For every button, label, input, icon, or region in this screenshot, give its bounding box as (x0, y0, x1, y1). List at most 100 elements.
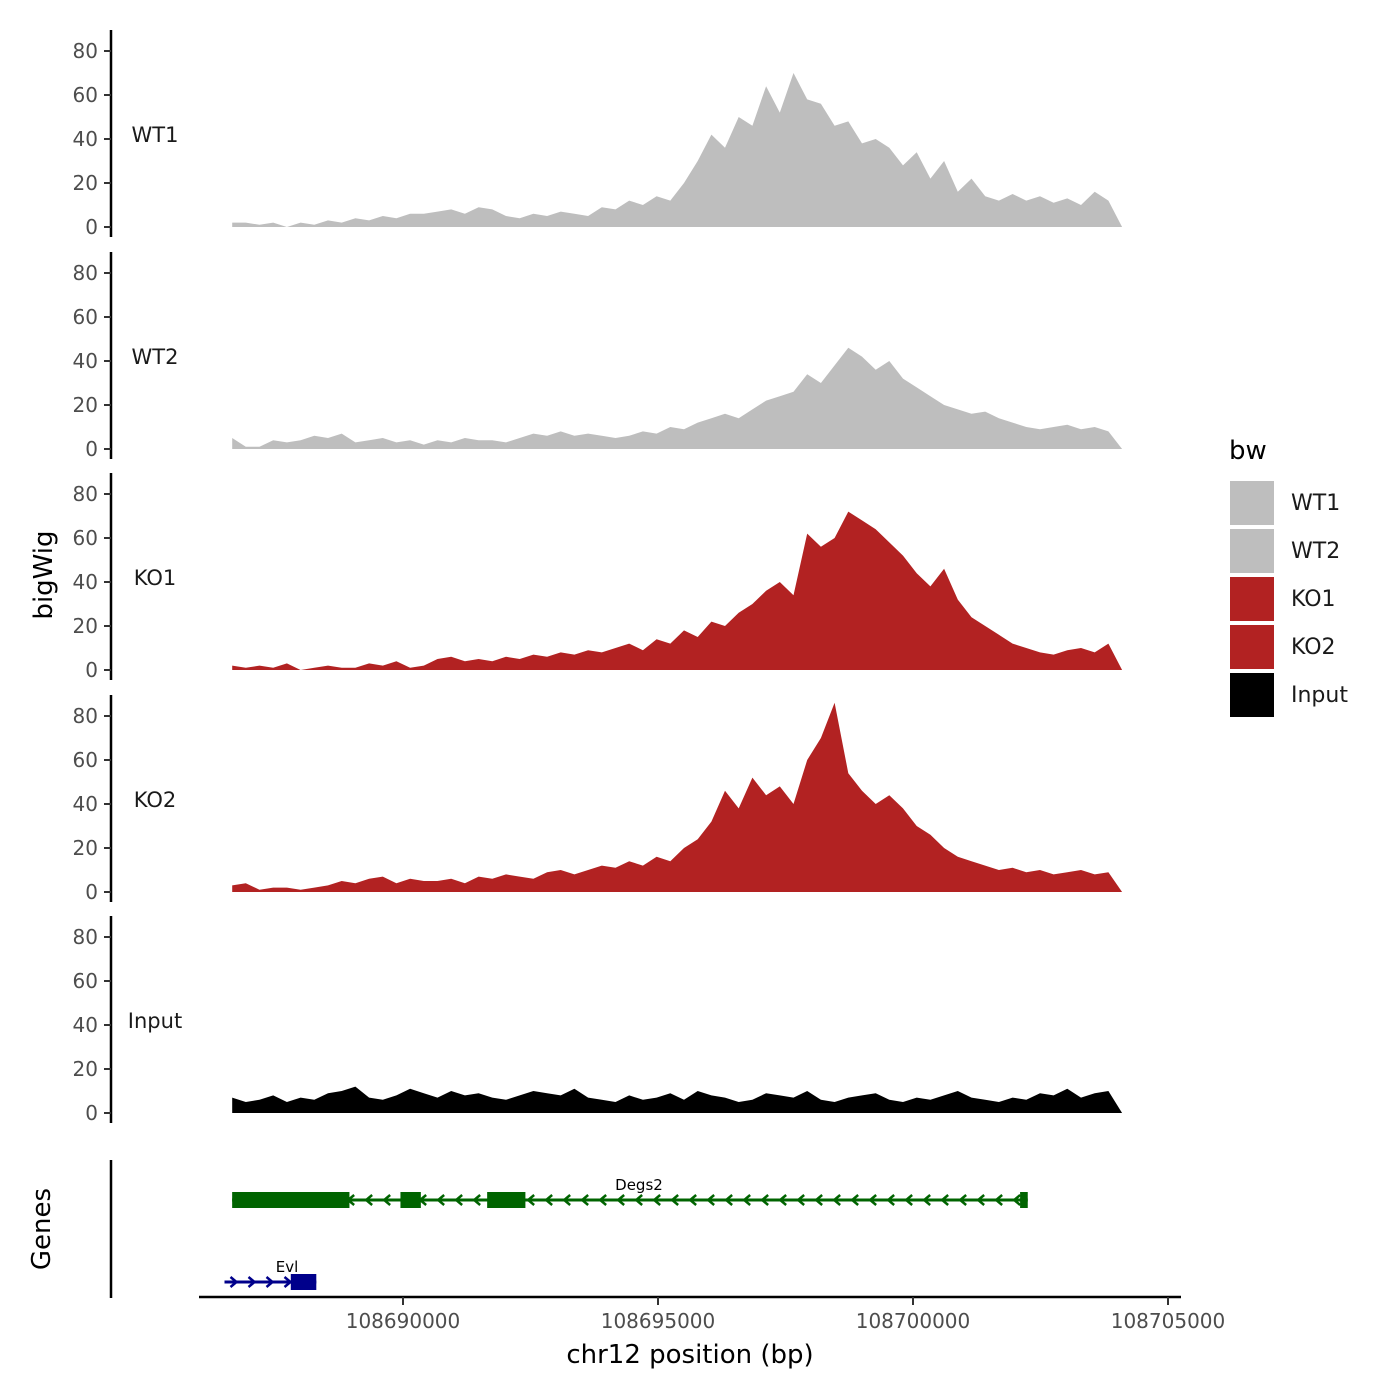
signal-area-ko2 (232, 702, 1123, 892)
signal-area-input (232, 1086, 1123, 1113)
strand-chevron (544, 1194, 553, 1206)
strand-chevron (922, 1194, 931, 1206)
track-label: KO2 (134, 788, 177, 812)
strand-chevron (616, 1194, 625, 1206)
y-tick-label: 80 (73, 482, 98, 506)
strand-chevron (796, 1194, 805, 1206)
strand-chevron (904, 1194, 913, 1206)
strand-chevron (634, 1194, 643, 1206)
strand-chevron (454, 1194, 463, 1206)
y-tick-label: 20 (73, 393, 98, 417)
y-tick-label: 80 (73, 39, 98, 63)
y-tick-label: 0 (85, 1101, 98, 1125)
y-tick-label: 0 (85, 215, 98, 239)
legend-label: WT1 (1291, 491, 1340, 516)
strand-chevron (472, 1194, 481, 1206)
strand-chevron (382, 1194, 391, 1206)
strand-chevron (778, 1194, 787, 1206)
track-label: KO1 (134, 566, 177, 590)
y-tick-label: 20 (73, 614, 98, 638)
legend-swatch (1230, 577, 1274, 621)
y-tick-label: 20 (73, 836, 98, 860)
strand-chevron (562, 1194, 571, 1206)
x-tick-label: 108705000 (1111, 1309, 1226, 1333)
strand-chevron (283, 1276, 293, 1288)
gene-exon (1020, 1192, 1028, 1208)
strand-chevron (760, 1194, 769, 1206)
y-tick-label: 0 (85, 658, 98, 682)
y-tick-label: 20 (73, 1057, 98, 1081)
y-tick-label: 80 (73, 704, 98, 728)
signal-tracks: 0 20 40 60 80 WT1 0 20 40 60 80 WT2 0 20 40 60 80 KO1 0 20 4… (73, 30, 1123, 1125)
legend-swatch (1230, 673, 1274, 717)
y-tick-label: 20 (73, 171, 98, 195)
gene-evl: Evl (224, 1258, 317, 1290)
y-tick-label: 60 (73, 748, 98, 772)
strand-chevron (688, 1194, 697, 1206)
x-axis: 108690000 108695000 108700000 108705000 chr… (199, 1295, 1226, 1370)
legend: bw WT1 WT2 KO1 KO2 Input (1229, 436, 1348, 717)
track-label: WT1 (132, 123, 179, 147)
strand-chevron (742, 1194, 751, 1206)
strand-chevron (598, 1194, 607, 1206)
signal-area-wt1 (232, 73, 1123, 227)
strand-chevron (1012, 1194, 1021, 1206)
legend-entry-ko1: KO1 (1230, 577, 1336, 621)
y-tick-label: 80 (73, 261, 98, 285)
strand-chevron (652, 1194, 661, 1206)
strand-chevron (580, 1194, 589, 1206)
track-panel-input: 0 20 40 60 80 Input (73, 916, 1123, 1125)
y-tick-label: 40 (73, 570, 98, 594)
y-tick-label: 40 (73, 349, 98, 373)
strand-chevron (265, 1276, 275, 1288)
strand-chevron (814, 1194, 823, 1206)
x-ticks: 108690000 108695000 108700000 108705000 (346, 1297, 1226, 1333)
x-tick-label: 108695000 (601, 1309, 716, 1333)
strand-chevron (832, 1194, 841, 1206)
strand-chevron (706, 1194, 715, 1206)
y-tick-label: 0 (85, 437, 98, 461)
legend-label: KO2 (1291, 635, 1336, 660)
signal-area-ko1 (232, 511, 1123, 670)
legend-label: WT2 (1291, 539, 1340, 564)
y-tick-label: 0 (85, 880, 98, 904)
track-panel-ko2: 0 20 40 60 80 KO2 (73, 695, 1123, 904)
strand-chevron (229, 1276, 239, 1288)
y-tick-label: 60 (73, 83, 98, 107)
x-tick-label: 108690000 (346, 1309, 461, 1333)
track-panel-wt1: 0 20 40 60 80 WT1 (73, 30, 1123, 239)
strand-chevron (958, 1194, 967, 1206)
track-label: WT2 (132, 345, 179, 369)
legend-entry-wt1: WT1 (1230, 481, 1340, 525)
y-axis-title: bigWig (29, 530, 59, 619)
gene-models: Degs2 Evl (224, 1176, 1028, 1290)
gene-exon (290, 1274, 317, 1290)
legend-entry-input: Input (1230, 673, 1348, 717)
strand-chevron (364, 1194, 373, 1206)
y-tick-label: 40 (73, 127, 98, 151)
track-panel-ko1: 0 20 40 60 80 KO1 (73, 473, 1123, 682)
track-panel-wt2: 0 20 40 60 80 WT2 (73, 252, 1123, 461)
strand-chevron (436, 1194, 445, 1206)
legend-swatch (1230, 481, 1274, 525)
strand-chevron (526, 1194, 535, 1206)
y-tick-label: 80 (73, 925, 98, 949)
y-tick-label: 60 (73, 526, 98, 550)
legend-entries: WT1 WT2 KO1 KO2 Input (1230, 481, 1348, 717)
legend-entry-wt2: WT2 (1230, 529, 1340, 573)
gene-exon (400, 1192, 421, 1208)
x-tick-label: 108700000 (856, 1309, 971, 1333)
strand-chevron (868, 1194, 877, 1206)
legend-swatch (1230, 529, 1274, 573)
legend-title: bw (1229, 436, 1267, 466)
y-tick-label: 40 (73, 792, 98, 816)
signal-area-wt2 (232, 347, 1123, 449)
strand-chevron (994, 1194, 1003, 1206)
gene-exon (487, 1192, 526, 1208)
y-tick-label: 60 (73, 305, 98, 329)
genes-panel: Genes Degs2 Evl (27, 1160, 1028, 1298)
strand-chevron (850, 1194, 859, 1206)
legend-label: KO1 (1291, 587, 1336, 612)
strand-chevron (976, 1194, 985, 1206)
